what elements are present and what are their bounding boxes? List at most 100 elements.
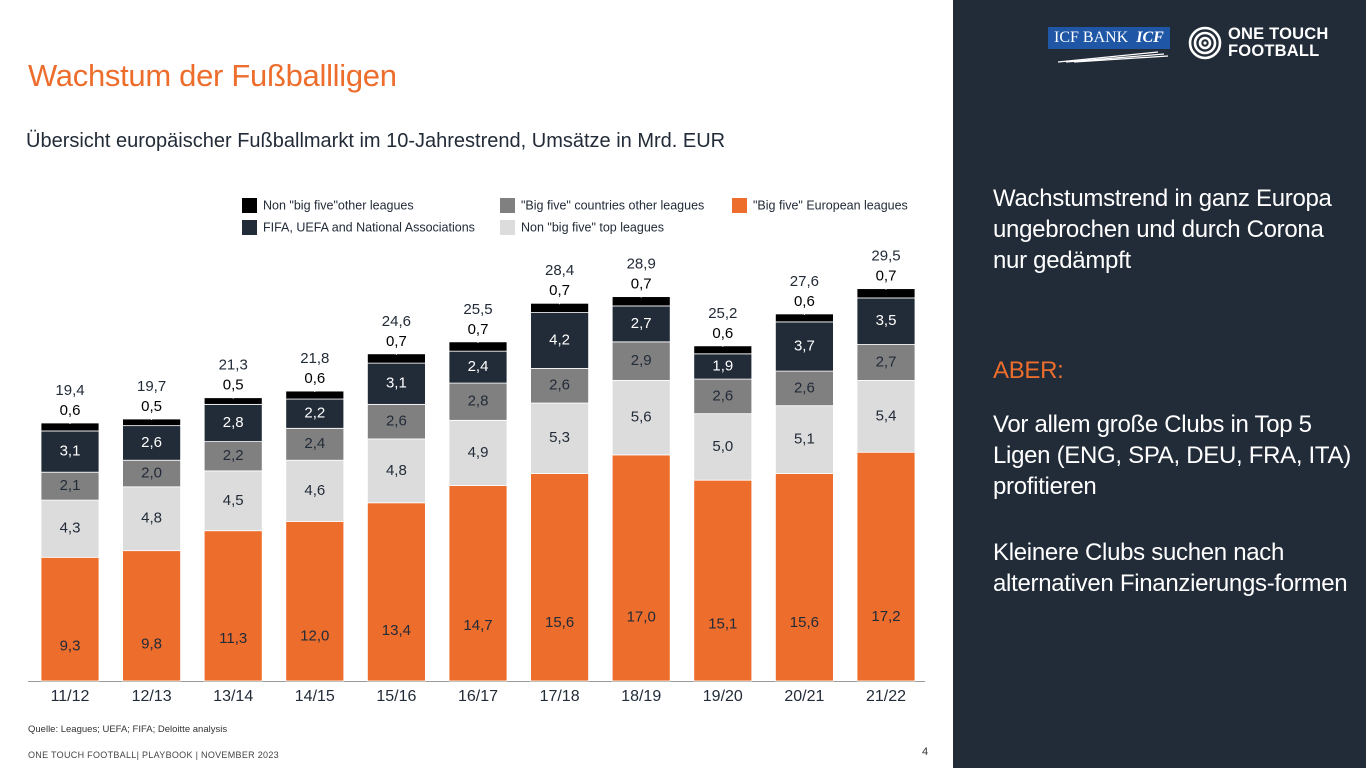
bar-segment [285, 427, 345, 461]
data-label-top-segment: 0,6 [304, 370, 325, 387]
bar-segment [775, 370, 834, 407]
x-tick-label: 21/22 [866, 688, 906, 705]
total-label: 25,2 [708, 305, 737, 322]
one-touch-football-logo: ONE TOUCH FOOTBALL [1188, 24, 1348, 64]
bar-segment [285, 390, 345, 400]
data-label: 4,8 [386, 462, 407, 479]
bar-segment [366, 353, 426, 364]
bar-segment [856, 451, 916, 682]
bar-segment [366, 438, 426, 504]
data-label: 5,3 [549, 429, 570, 446]
data-label: 11,3 [219, 630, 247, 647]
bar-segment [448, 419, 508, 486]
data-label: 2,6 [549, 377, 570, 394]
data-label: 2,9 [631, 352, 652, 369]
data-label: 14,7 [463, 617, 492, 634]
bar-segment [448, 382, 508, 421]
bar-segment [448, 341, 508, 352]
data-label: 2,4 [468, 358, 489, 375]
data-label: 2,2 [223, 447, 244, 464]
data-label: 3,1 [386, 375, 407, 392]
data-label: 13,4 [382, 622, 411, 639]
data-label: 12,0 [300, 627, 329, 644]
otf-logo-line1: ONE TOUCH [1228, 25, 1329, 43]
data-label: 3,7 [794, 337, 815, 354]
data-label-top-segment: 0,6 [794, 293, 815, 310]
data-label-top-segment: 0,7 [876, 268, 897, 285]
panel-text-aber: ABER: [993, 357, 1064, 384]
data-label-top-segment: 0,7 [386, 333, 407, 350]
legend-swatch [732, 198, 747, 213]
bar-segment [530, 302, 589, 313]
bar-segment [530, 368, 589, 404]
x-tick-label: 20/21 [784, 688, 824, 705]
data-label: 3,5 [876, 312, 897, 329]
data-label: 5,6 [631, 409, 652, 426]
data-label-top-segment: 0,7 [549, 282, 570, 299]
bar-segment [285, 398, 345, 429]
total-label: 21,3 [219, 357, 248, 374]
legend-label: "Big five" European leagues [753, 198, 908, 212]
data-label: 4,9 [468, 444, 489, 461]
data-label: 4,3 [60, 520, 81, 537]
data-label-top-segment: 0,6 [712, 325, 733, 342]
total-label: 28,9 [627, 256, 656, 273]
data-label: 5,0 [712, 438, 733, 455]
data-label-top-segment: 0,7 [631, 276, 652, 293]
bar-segment [203, 403, 263, 442]
footer-text: ONE TOUCH FOOTBALL| PLAYBOOK | NOVEMBER … [28, 750, 279, 760]
legend-swatch [242, 220, 257, 235]
bar-segment [693, 413, 753, 481]
data-label: 2,6 [141, 434, 162, 451]
x-tick-label: 11/12 [51, 688, 90, 705]
data-label: 17,2 [871, 608, 900, 625]
bar-segment [611, 454, 671, 682]
legend-label: FIFA, UEFA and National Associations [263, 220, 475, 234]
otf-logo-line2: FOOTBALL [1228, 42, 1320, 60]
data-label: 17,0 [627, 609, 656, 626]
page-number: 4 [922, 746, 929, 758]
data-label: 5,4 [876, 407, 897, 424]
data-label: 4,5 [223, 492, 244, 509]
bar-segment [775, 473, 834, 682]
bar-segment [40, 556, 100, 682]
x-tick-label: 15/16 [376, 688, 416, 705]
panel-text-big-clubs: Vor allem große Clubs in Top 5 Ligen (EN… [993, 411, 1351, 500]
bar-segment [775, 313, 834, 323]
x-tick-label: 19/20 [703, 688, 743, 705]
bar-segment [611, 296, 671, 307]
total-label: 25,5 [463, 301, 492, 318]
bar-segment [611, 380, 671, 456]
x-tick-label: 16/17 [458, 688, 498, 705]
chart-subtitle: Übersicht europäischer Fußballmarkt im 1… [26, 130, 726, 152]
bar-segment [40, 430, 100, 473]
data-label: 2,6 [794, 379, 815, 396]
bar-segment [122, 459, 181, 488]
data-label: 2,1 [60, 477, 81, 494]
bar-segment [366, 403, 426, 440]
data-label: 2,6 [712, 387, 733, 404]
icf-bank-logo: ICF BANK ICF [1048, 24, 1172, 64]
total-label: 21,8 [300, 350, 329, 367]
bar-segment [611, 341, 671, 381]
panel-text-small-clubs: Kleinere Clubs suchen nach alternativen … [993, 539, 1348, 597]
data-label-top-segment: 0,7 [468, 321, 489, 338]
legend-label: Non "big five"other leagues [263, 198, 414, 212]
data-label: 2,8 [468, 393, 489, 410]
bar-segment [530, 473, 589, 682]
x-tick-label: 12/13 [132, 688, 172, 705]
icf-bank-logo-text: ICF BANK ICF [1048, 27, 1170, 49]
x-tick-label: 17/18 [540, 688, 580, 705]
data-label: 2,8 [223, 414, 244, 431]
page-title: Wachstum der Fußballligen [28, 58, 397, 93]
data-label: 2,7 [631, 315, 652, 332]
data-label: 1,9 [712, 357, 733, 374]
source-note: Quelle: Leagues; UEFA; FIFA; Deloitte an… [28, 724, 228, 735]
legend-swatch [500, 198, 515, 213]
data-label: 2,6 [386, 413, 407, 430]
data-label: 15,6 [545, 614, 574, 631]
x-tick-label: 13/14 [213, 688, 253, 705]
bar-segment [203, 441, 263, 472]
data-label: 4,8 [141, 510, 162, 527]
panel-text-growth: Wachstumstrend in ganz Europa ungebroche… [993, 185, 1332, 274]
